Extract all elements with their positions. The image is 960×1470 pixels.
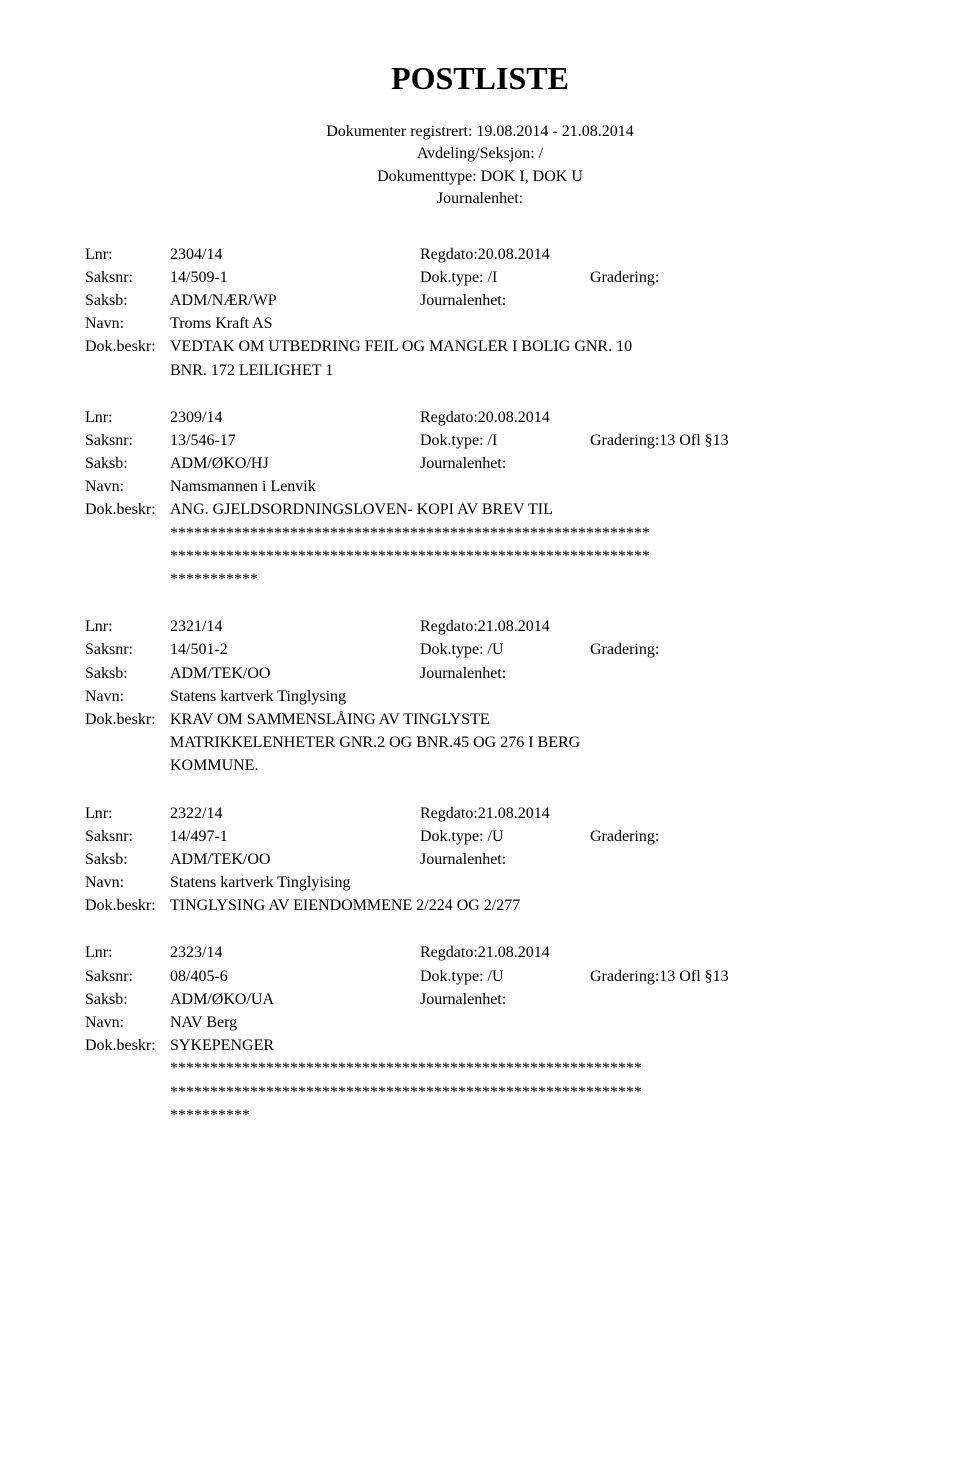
saksb-label: Saksb: [85,289,170,312]
dokbeskr-value: KRAV OM SAMMENSLÅING AV TINGLYSTE [170,708,490,731]
redaction-stars: ****************************************… [85,522,875,545]
saksb-value: ADM/NÆR/WP [170,289,420,312]
journalenhet-value: Journalenhet: [420,988,875,1011]
entry: Lnr: 2304/14 Regdato:20.08.2014 Saksnr: … [85,243,875,382]
saksb-value: ADM/TEK/OO [170,848,420,871]
doktype-value: Dok.type: /U [420,638,590,661]
redaction-stars: ****************************************… [85,1081,875,1104]
header-line-4: Journalenhet: [85,188,875,210]
navn-value: NAV Berg [170,1011,237,1034]
dokbeskr-label: Dok.beskr: [85,1034,170,1057]
doktype-value: Dok.type: /U [420,825,590,848]
dokbeskr-value: SYKEPENGER [170,1034,274,1057]
saksb-value: ADM/ØKO/UA [170,988,420,1011]
navn-value: Namsmannen i Lenvik [170,475,316,498]
lnr-label: Lnr: [85,615,170,638]
saksb-value: ADM/TEK/OO [170,662,420,685]
doktype-value: Dok.type: /I [420,266,590,289]
entry: Lnr: 2321/14 Regdato:21.08.2014 Saksnr: … [85,615,875,777]
gradering-value: Gradering:13 Ofl §13 [590,965,729,988]
saksb-value: ADM/ØKO/HJ [170,452,420,475]
dokbeskr-continuation-2: KOMMUNE. [85,754,875,777]
navn-label: Navn: [85,1011,170,1034]
journalenhet-value: Journalenhet: [420,289,875,312]
regdato-value: Regdato:21.08.2014 [420,941,875,964]
dokbeskr-value: ANG. GJELDSORDNINGSLOVEN- KOPI AV BREV T… [170,498,553,521]
header-line-3: Dokumenttype: DOK I, DOK U [85,166,875,188]
redaction-stars: ********** [85,1104,875,1127]
saksnr-value: 14/509-1 [170,266,420,289]
saksb-label: Saksb: [85,452,170,475]
entry: Lnr: 2323/14 Regdato:21.08.2014 Saksnr: … [85,941,875,1127]
regdato-value: Regdato:20.08.2014 [420,406,875,429]
redaction-stars: *********** [85,568,875,591]
gradering-value: Gradering: [590,638,659,661]
doktype-value: Dok.type: /I [420,429,590,452]
saksb-label: Saksb: [85,662,170,685]
page-title: POSTLISTE [85,60,875,97]
gradering-value: Gradering: [590,266,659,289]
header-line-1: Dokumenter registrert: 19.08.2014 - 21.0… [85,121,875,143]
entry: Lnr: 2309/14 Regdato:20.08.2014 Saksnr: … [85,406,875,592]
gradering-value: Gradering: [590,825,659,848]
dokbeskr-continuation: BNR. 172 LEILIGHET 1 [85,359,875,382]
navn-value: Troms Kraft AS [170,312,273,335]
navn-value: Statens kartverk Tinglysing [170,685,346,708]
saksnr-value: 13/546-17 [170,429,420,452]
saksnr-value: 14/497-1 [170,825,420,848]
doktype-value: Dok.type: /U [420,965,590,988]
saksnr-label: Saksnr: [85,429,170,452]
navn-value: Statens kartverk Tinglyising [170,871,350,894]
dokbeskr-value: VEDTAK OM UTBEDRING FEIL OG MANGLER I BO… [170,335,632,358]
lnr-value: 2309/14 [170,406,420,429]
gradering-value: Gradering:13 Ofl §13 [590,429,729,452]
navn-label: Navn: [85,685,170,708]
lnr-value: 2321/14 [170,615,420,638]
regdato-value: Regdato:20.08.2014 [420,243,875,266]
saksb-label: Saksb: [85,988,170,1011]
saksnr-value: 08/405-6 [170,965,420,988]
journalenhet-value: Journalenhet: [420,848,875,871]
saksnr-label: Saksnr: [85,266,170,289]
dokbeskr-label: Dok.beskr: [85,498,170,521]
journalenhet-value: Journalenhet: [420,452,875,475]
dokbeskr-label: Dok.beskr: [85,708,170,731]
lnr-label: Lnr: [85,243,170,266]
regdato-value: Regdato:21.08.2014 [420,615,875,638]
saksnr-label: Saksnr: [85,638,170,661]
saksnr-label: Saksnr: [85,825,170,848]
lnr-value: 2323/14 [170,941,420,964]
saksnr-value: 14/501-2 [170,638,420,661]
lnr-label: Lnr: [85,802,170,825]
header-block: Dokumenter registrert: 19.08.2014 - 21.0… [85,121,875,211]
navn-label: Navn: [85,312,170,335]
navn-label: Navn: [85,871,170,894]
dokbeskr-label: Dok.beskr: [85,894,170,917]
dokbeskr-continuation: MATRIKKELENHETER GNR.2 OG BNR.45 OG 276 … [85,731,875,754]
dokbeskr-label: Dok.beskr: [85,335,170,358]
lnr-label: Lnr: [85,941,170,964]
lnr-label: Lnr: [85,406,170,429]
redaction-stars: ****************************************… [85,1057,875,1080]
dokbeskr-value: TINGLYSING AV EIENDOMMENE 2/224 OG 2/277 [170,894,520,917]
header-line-2: Avdeling/Seksjon: / [85,143,875,165]
entry: Lnr: 2322/14 Regdato:21.08.2014 Saksnr: … [85,802,875,918]
redaction-stars: ****************************************… [85,545,875,568]
saksnr-label: Saksnr: [85,965,170,988]
lnr-value: 2304/14 [170,243,420,266]
regdato-value: Regdato:21.08.2014 [420,802,875,825]
saksb-label: Saksb: [85,848,170,871]
lnr-value: 2322/14 [170,802,420,825]
journalenhet-value: Journalenhet: [420,662,875,685]
navn-label: Navn: [85,475,170,498]
